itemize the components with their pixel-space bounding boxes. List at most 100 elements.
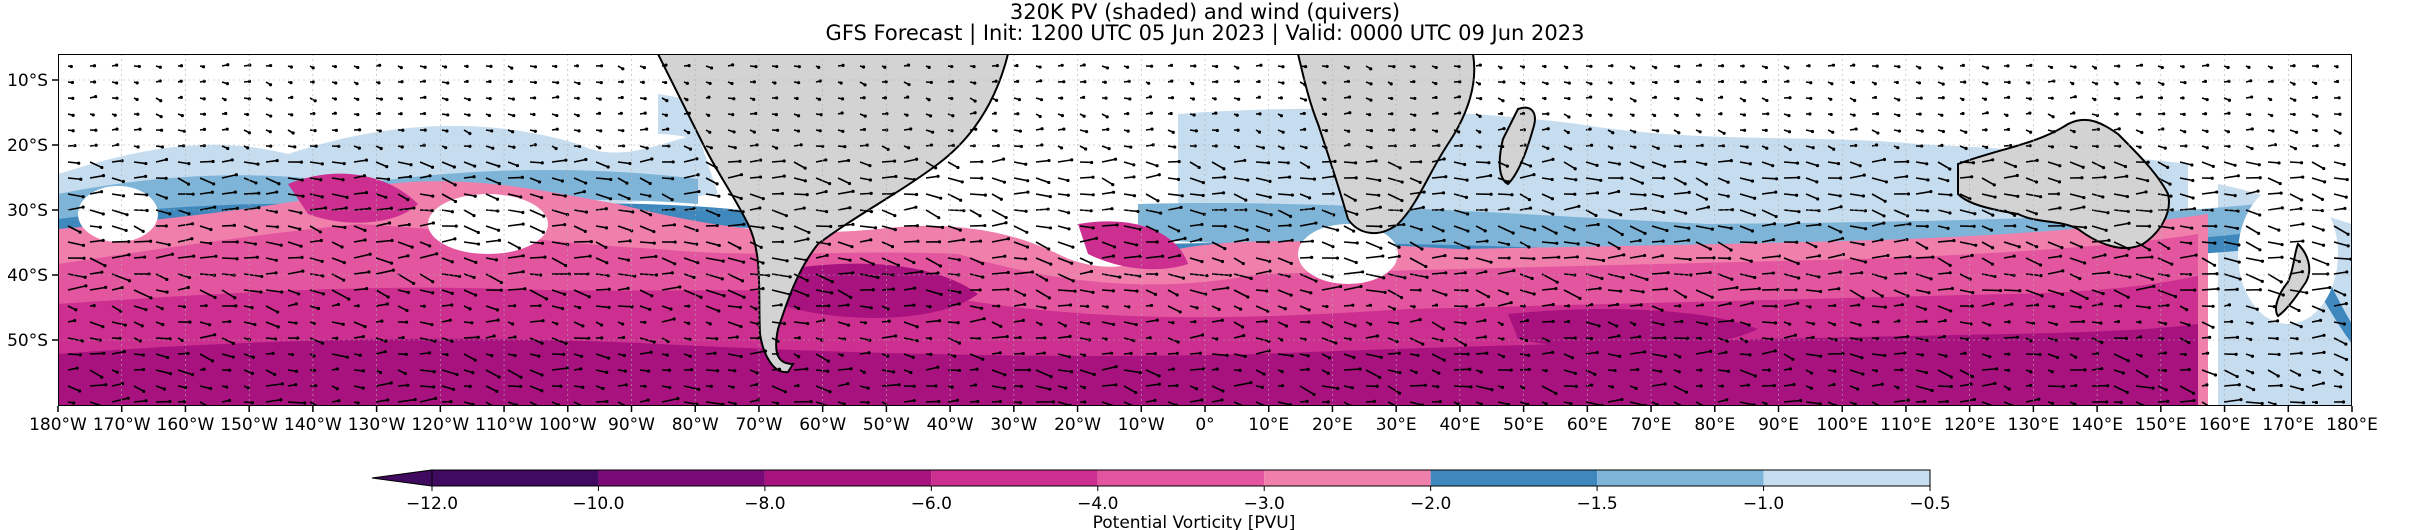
- wind-arrow-head: [135, 97, 139, 102]
- wind-arrow: [67, 385, 80, 392]
- wind-arrow-head: [1636, 367, 1640, 372]
- wind-arrow: [595, 353, 609, 359]
- wind-arrow-head: [380, 319, 384, 323]
- wind-arrow: [991, 193, 1002, 200]
- wind-arrow: [2245, 401, 2263, 405]
- wind-arrow-head: [1809, 371, 1814, 375]
- wind-arrow-head: [1414, 370, 1418, 375]
- wind-arrow-head: [1573, 192, 1577, 196]
- wind-arrow-head: [739, 173, 744, 177]
- wind-arrow-head: [233, 296, 237, 300]
- wind-arrow-head: [453, 237, 457, 241]
- wind-arrow-head: [824, 158, 828, 162]
- wind-arrow-head: [828, 390, 832, 394]
- wind-arrow: [1101, 224, 1118, 227]
- wind-arrow-head: [432, 385, 436, 389]
- wind-arrow-head: [1307, 308, 1311, 312]
- wind-arrow-head: [1948, 211, 1952, 215]
- wind-arrow-head: [379, 370, 383, 375]
- wind-arrow-head: [94, 128, 98, 132]
- wind-arrow-head: [1772, 222, 1777, 226]
- wind-arrow-head: [2227, 303, 2232, 307]
- wind-arrow-head: [209, 386, 213, 391]
- wind-arrow: [859, 225, 876, 229]
- wind-arrow-head: [2299, 207, 2303, 211]
- wind-arrow: [2025, 241, 2037, 248]
- wind-arrow-head: [230, 158, 234, 162]
- wind-arrow: [67, 353, 81, 356]
- wind-arrow: [1233, 401, 1246, 406]
- wind-arrow-head: [495, 308, 500, 312]
- wind-arrow-head: [1094, 236, 1099, 240]
- wind-arrow: [947, 273, 959, 276]
- wind-arrow: [309, 289, 324, 295]
- wind-arrow-head: [523, 287, 527, 291]
- wind-arrow-head: [2151, 386, 2155, 390]
- lon-tick-label: 180°E: [2326, 415, 2378, 435]
- wind-arrow-head: [876, 275, 880, 280]
- wind-arrow: [1453, 289, 1468, 292]
- wind-arrow-head: [1940, 113, 1944, 117]
- wind-arrow: [1761, 191, 1776, 195]
- wind-arrow: [1255, 257, 1270, 263]
- wind-arrow: [2333, 161, 2345, 166]
- wind-arrow: [1035, 273, 1048, 281]
- wind-arrow-head: [721, 259, 725, 263]
- wind-arrow-head: [1750, 229, 1754, 233]
- wind-arrow-head: [83, 275, 87, 279]
- wind-arrow-head: [804, 258, 809, 262]
- wind-arrow: [1057, 193, 1069, 197]
- wind-arrow: [2245, 241, 2261, 251]
- wind-arrow-head: [99, 190, 104, 194]
- wind-arrow: [1167, 289, 1178, 296]
- wind-arrow: [1233, 321, 1243, 328]
- wind-arrow-head: [1195, 306, 1199, 310]
- wind-arrow: [1937, 385, 1952, 388]
- wind-arrow-head: [2038, 263, 2043, 267]
- wind-arrow: [265, 289, 282, 293]
- wind-arrow-head: [806, 321, 810, 326]
- wind-arrow-head: [1595, 350, 1599, 355]
- wind-arrow-head: [646, 369, 651, 373]
- wind-arrow: [683, 289, 702, 298]
- wind-arrow: [441, 369, 458, 376]
- wind-arrow: [199, 385, 211, 390]
- lon-tick-label: 20°E: [1312, 415, 1353, 435]
- wind-arrow-head: [733, 369, 737, 373]
- wind-arrow-head: [643, 97, 647, 101]
- colorbar-tick-label: −1.5: [1576, 494, 1617, 514]
- wind-arrow-head: [563, 194, 567, 198]
- wind-arrow: [1761, 209, 1777, 218]
- wind-arrow-head: [101, 238, 105, 242]
- wind-arrow-head: [2233, 194, 2237, 198]
- wind-arrow-head: [1897, 98, 1901, 102]
- wind-arrow-head: [589, 240, 593, 244]
- wind-arrow: [133, 225, 144, 233]
- wind-arrow-head: [689, 368, 694, 372]
- wind-arrow-head: [2292, 112, 2296, 117]
- lon-tick-label: 70°E: [1631, 415, 1672, 435]
- wind-arrow-head: [2342, 322, 2346, 326]
- wind-arrow: [1717, 369, 1729, 373]
- wind-arrow-head: [247, 79, 252, 83]
- wind-arrow-head: [104, 285, 108, 289]
- wind-arrow-head: [806, 294, 810, 298]
- wind-arrow: [1255, 193, 1271, 199]
- wind-arrow-head: [1525, 318, 1530, 323]
- wind-arrow: [485, 319, 499, 323]
- wind-arrow: [595, 288, 610, 291]
- wind-arrow-head: [2322, 333, 2326, 337]
- wind-arrow-head: [606, 165, 610, 169]
- wind-arrow-head: [665, 99, 669, 103]
- wind-arrow-head: [445, 129, 449, 133]
- wind-arrow: [1739, 287, 1760, 291]
- wind-arrow-head: [2328, 285, 2332, 290]
- wind-arrow-head: [2054, 338, 2058, 342]
- wind-arrow: [1475, 352, 1487, 355]
- wind-arrow-head: [866, 400, 870, 405]
- wind-arrow-head: [826, 369, 830, 373]
- lon-tick-label: 120°E: [1944, 415, 1996, 435]
- wind-arrow-head: [981, 357, 985, 361]
- wind-arrow-head: [697, 387, 701, 391]
- wind-arrow-head: [1082, 63, 1086, 67]
